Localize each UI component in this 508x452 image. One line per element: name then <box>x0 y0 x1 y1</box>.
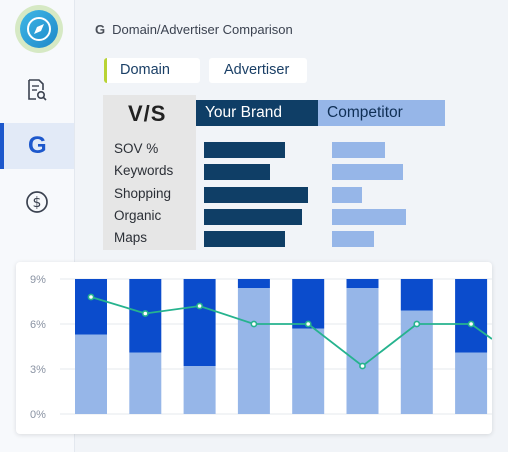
tab-domain[interactable]: Domain <box>104 58 200 83</box>
dollar-icon: $ <box>26 191 48 213</box>
your-brand-bar <box>204 142 285 158</box>
trend-chart: 9% 6% 3% 0% <box>16 262 492 434</box>
page-title: G Domain/Advertiser Comparison <box>95 22 293 37</box>
svg-text:$: $ <box>33 195 42 211</box>
bar-upper <box>346 279 379 288</box>
your-brand-bar <box>204 209 302 225</box>
competitor-bar <box>332 187 362 203</box>
trend-point <box>467 320 475 328</box>
tab-advertiser[interactable]: Advertiser <box>209 58 307 83</box>
trend-point <box>250 320 258 328</box>
bar-lower <box>292 328 325 414</box>
competitor-bar <box>332 231 374 247</box>
trend-point <box>413 320 421 328</box>
sidebar-item-reports[interactable] <box>0 67 74 113</box>
your-brand-bar <box>204 164 270 180</box>
sidebar-item-billing[interactable]: $ <box>0 179 74 225</box>
google-g-icon: G <box>28 132 47 159</box>
trend-point <box>141 310 149 317</box>
competitor-header: Competitor <box>318 100 445 126</box>
google-g-label: G <box>95 22 106 37</box>
bar-lower <box>237 288 270 414</box>
competitor-bar <box>332 142 385 158</box>
bar-lower <box>75 334 107 414</box>
bar-upper <box>400 279 433 311</box>
competitor-bar <box>332 164 403 180</box>
your-brand-bar <box>204 231 285 247</box>
bar-upper <box>292 279 325 329</box>
sidebar-item-google[interactable]: G <box>0 123 74 169</box>
report-search-icon <box>28 79 47 101</box>
y-tick-label: 0% <box>30 409 46 421</box>
vs-panel <box>103 95 196 250</box>
page-title-text: Domain/Advertiser Comparison <box>112 22 293 37</box>
bar-lower <box>183 366 216 414</box>
bar-lower <box>400 310 433 414</box>
bar-upper <box>183 279 216 366</box>
your-brand-header: Your Brand <box>196 100 318 126</box>
metric-label: Shopping <box>114 186 172 201</box>
app-logo[interactable] <box>15 5 63 53</box>
metric-label: Maps <box>114 230 148 245</box>
metric-label: Organic <box>114 208 162 223</box>
bar-upper <box>455 279 488 353</box>
bar-lower <box>129 352 162 414</box>
competitor-bar <box>332 209 406 225</box>
bar-upper <box>75 279 107 335</box>
trend-point <box>196 302 203 310</box>
your-brand-bar <box>204 187 308 203</box>
y-tick-label: 9% <box>30 274 46 286</box>
vs-label: V/S <box>128 101 167 126</box>
metric-label: Keywords <box>114 163 174 178</box>
metric-label: SOV % <box>114 141 159 156</box>
bar-upper <box>237 279 270 288</box>
bar-lower <box>455 352 488 414</box>
y-tick-label: 3% <box>30 364 46 376</box>
trend-point <box>359 362 366 370</box>
trend-point <box>87 293 95 301</box>
trend-point <box>304 320 312 328</box>
bar-lower <box>346 288 379 414</box>
y-tick-label: 6% <box>30 319 46 331</box>
compass-icon <box>27 17 51 41</box>
trend-chart-svg: 9% 6% 3% 0% <box>30 274 492 421</box>
